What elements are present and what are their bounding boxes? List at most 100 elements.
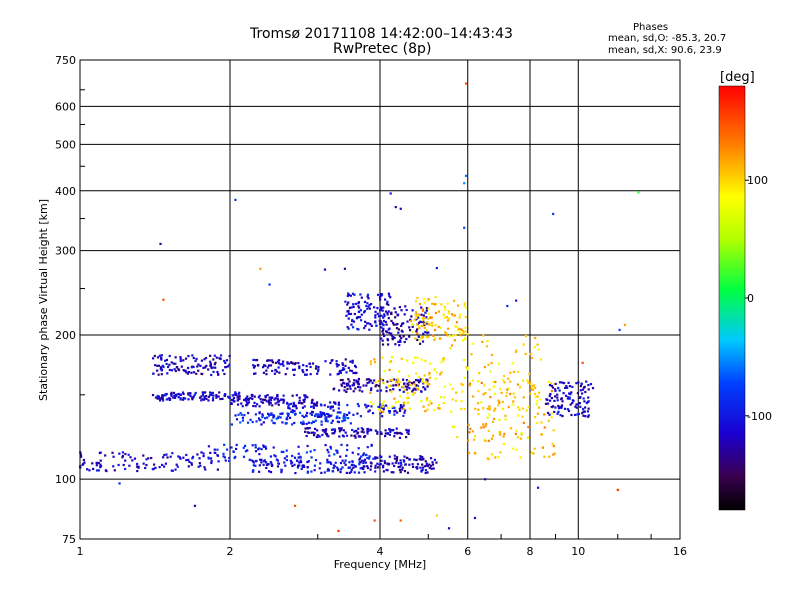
echo-point [357, 377, 361, 381]
echo-point [162, 298, 165, 301]
echo-point [305, 434, 308, 438]
echo-point [551, 386, 555, 389]
echo-point [543, 413, 546, 416]
echo-point [382, 306, 385, 309]
echo-point [305, 422, 308, 425]
echo-point [325, 433, 329, 436]
echo-point [547, 380, 550, 384]
echo-point [124, 452, 127, 456]
echo-point [260, 461, 263, 464]
echo-point [162, 365, 165, 369]
echo-point [279, 412, 282, 416]
echo-point [261, 413, 264, 416]
echo-point [380, 432, 383, 435]
echo-point [207, 399, 210, 402]
echo-point [456, 304, 460, 307]
echo-point [322, 412, 326, 415]
echo-point [347, 312, 351, 315]
echo-point [367, 297, 370, 300]
echo-point [458, 316, 461, 319]
echo-point [361, 390, 364, 393]
echo-point [131, 459, 134, 462]
echo-point [238, 391, 241, 394]
echo-point [204, 468, 207, 471]
echo-point [341, 362, 344, 365]
echo-point [378, 296, 382, 299]
echo-point [353, 434, 356, 438]
echo-point [466, 366, 469, 369]
echo-point [232, 450, 235, 453]
echo-point [319, 462, 322, 465]
echo-point [382, 334, 386, 338]
echo-point [407, 401, 410, 404]
echo-point [427, 331, 430, 334]
echo-point [405, 397, 409, 400]
echo-point [385, 386, 388, 389]
echo-point [399, 519, 402, 522]
echo-point [268, 470, 271, 473]
echo-point [527, 372, 531, 375]
echo-point [416, 328, 419, 331]
echo-point [282, 360, 285, 363]
echo-point [347, 378, 350, 381]
echo-point [398, 436, 402, 439]
echo-point [416, 463, 420, 466]
echo-point [561, 381, 564, 384]
echo-point [121, 451, 125, 454]
echo-point [445, 334, 449, 337]
echo-point [366, 432, 369, 435]
echo-point [560, 398, 563, 401]
echo-point [172, 362, 175, 365]
echo-point [275, 370, 279, 373]
echo-point [389, 384, 392, 387]
echo-point [416, 385, 420, 388]
echo-point [252, 469, 255, 472]
echo-point [461, 383, 464, 386]
echo-point [353, 471, 356, 474]
echo-point [254, 446, 257, 449]
echo-point [195, 372, 198, 375]
echo-point [254, 413, 257, 416]
echo-point [373, 360, 377, 364]
echo-point [225, 448, 229, 451]
echo-point [264, 364, 267, 367]
echo-point [178, 456, 181, 459]
echo-point [254, 405, 257, 408]
echo-point [493, 409, 496, 412]
echo-point [398, 465, 402, 468]
echo-point [422, 314, 425, 317]
echo-point [369, 391, 372, 395]
echo-point [337, 389, 341, 392]
echo-point [211, 397, 215, 400]
echo-point [163, 394, 166, 397]
echo-point [357, 305, 360, 308]
echo-point [512, 392, 515, 395]
echo-point [460, 407, 463, 411]
echo-point [487, 429, 490, 432]
echo-point [99, 459, 102, 462]
echo-point [403, 313, 406, 316]
echo-point [418, 339, 421, 342]
echo-point [267, 359, 270, 362]
echo-point [156, 364, 159, 367]
echo-point [212, 394, 215, 397]
echo-point [557, 410, 560, 413]
echo-point [127, 453, 130, 456]
echo-point [160, 396, 164, 399]
echo-point [380, 294, 383, 297]
echo-point [161, 395, 164, 398]
echo-point [497, 399, 500, 402]
echo-point [529, 382, 533, 385]
echo-point [426, 299, 430, 302]
echo-point [433, 369, 436, 372]
echo-point [558, 381, 562, 384]
echo-point [372, 457, 375, 460]
echo-point [403, 460, 406, 463]
echo-point [260, 458, 263, 461]
echo-point [285, 418, 288, 421]
echo-point [448, 334, 451, 338]
echo-point [452, 314, 455, 317]
echo-point [408, 407, 411, 410]
echo-point [362, 467, 365, 471]
